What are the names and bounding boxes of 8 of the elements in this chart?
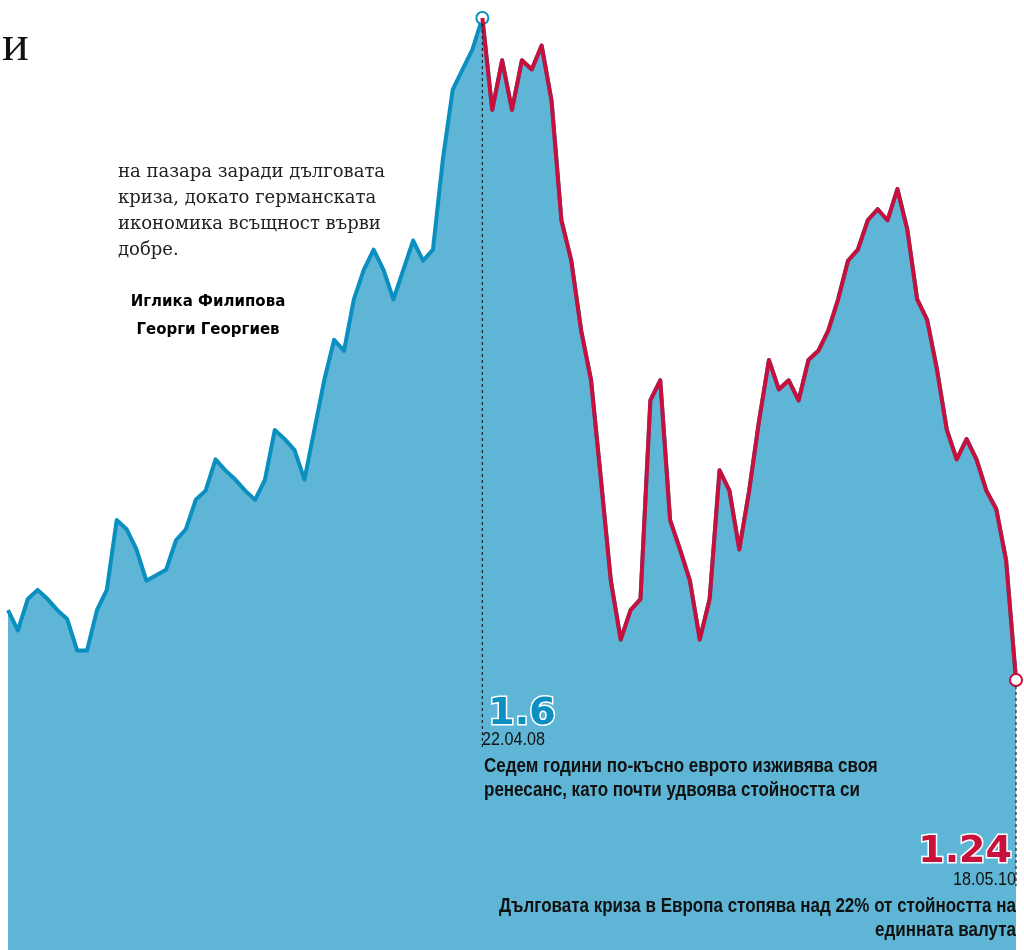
- data-label: 1.24: [918, 827, 1012, 871]
- annotation: Иглика Филипова: [129, 292, 287, 310]
- annotation: Георги Георгиев: [135, 320, 281, 338]
- annotation: Седем години по-късно еврото изживява своя ренесанс, като почти удвоява стойността си: [484, 753, 879, 801]
- chart-title: и: [2, 14, 29, 72]
- annotation: Дълговата криза в Европа стопява над 22% от стойността на единната валута: [498, 893, 1016, 941]
- annotation: 18.05.10: [953, 868, 1016, 890]
- annotation: на пазара заради дълговата криза, докато германската икономика всъщност върви добре.: [118, 159, 387, 261]
